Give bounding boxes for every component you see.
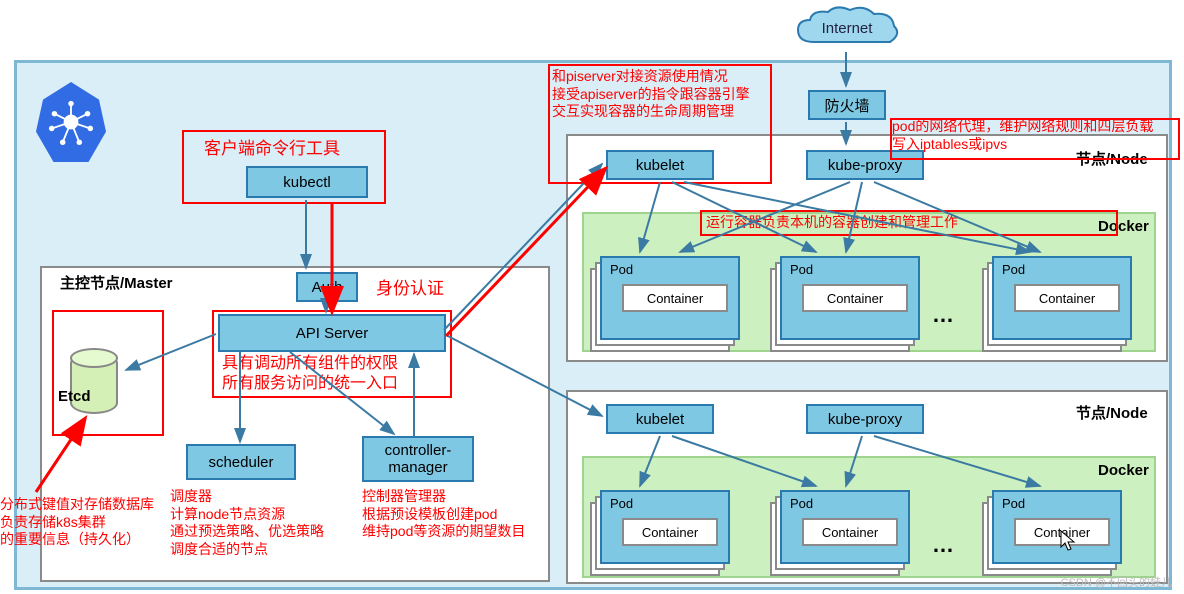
ellipsis-1: …: [932, 302, 954, 328]
container-box: Container: [622, 284, 728, 312]
pod-label: Pod: [610, 496, 633, 511]
internet-label: Internet: [822, 20, 874, 37]
container-box: Container: [802, 284, 908, 312]
node-label-2: 节点/Node: [1076, 402, 1148, 423]
etcd-highlight: [52, 310, 164, 436]
annotation-auth: 身份认证: [376, 278, 444, 299]
annotation-controller: 控制器管理器 根据预设模板创建pod 维持pod等资源的期望数目: [362, 488, 525, 541]
ellipsis-2: …: [932, 532, 954, 558]
auth-label: Auth: [312, 279, 343, 296]
container-label: Container: [642, 525, 698, 540]
auth-box: Auth: [296, 272, 358, 302]
watermark: CSDN @不回头的蛙儿: [1061, 574, 1172, 590]
internet-cloud: Internet: [792, 6, 902, 52]
scheduler-label: scheduler: [208, 454, 273, 471]
controller-manager-label: controller- manager: [385, 442, 452, 476]
annotation-docker: 运行容器负责本机的容器创建和管理工作: [706, 214, 958, 232]
container-label: Container: [822, 525, 878, 540]
container-box: Container: [1014, 284, 1120, 312]
container-box: Container: [802, 518, 898, 546]
pod-label: Pod: [610, 262, 633, 277]
container-label: Container: [647, 291, 703, 306]
annotation-kubeproxy: pod的网络代理，维护网络规则和四层负载 写入iptables或ipvs: [892, 118, 1153, 153]
annotation-apiserver: 具有调动所有组件的权限 所有服务访问的统一入口: [222, 354, 398, 394]
mouse-cursor-icon: [1060, 530, 1078, 557]
scheduler-box: scheduler: [186, 444, 296, 480]
pod-label: Pod: [790, 262, 813, 277]
master-label: 主控节点/Master: [60, 272, 173, 293]
firewall-label: 防火墙: [824, 95, 869, 116]
pod-label: Pod: [790, 496, 813, 511]
controller-manager-box: controller- manager: [362, 436, 474, 482]
pod-label: Pod: [1002, 262, 1025, 277]
pod-label: Pod: [1002, 496, 1025, 511]
container-label: Container: [1039, 291, 1095, 306]
kubelet-box-2: kubelet: [606, 404, 714, 434]
annotation-kubectl: 客户端命令行工具: [204, 138, 340, 159]
annotation-etcd: 分布式键值对存储数据库 负责存储k8s集群 的重要信息（持久化）: [0, 496, 154, 549]
container-label: Container: [827, 291, 883, 306]
annotation-kubelet: 和piserver对接资源使用情况 接受apiserver的指令跟容器引擎 交互…: [552, 68, 750, 121]
docker-label-2: Docker: [1098, 462, 1149, 479]
annotation-scheduler: 调度器 计算node节点资源 通过预选策略、优选策略 调度合适的节点: [170, 488, 324, 558]
kubelet-label: kubelet: [636, 411, 684, 428]
firewall-box: 防火墙: [808, 90, 886, 120]
kubeproxy-box-2: kube-proxy: [806, 404, 924, 434]
container-box: Container: [622, 518, 718, 546]
kubeproxy-label: kube-proxy: [828, 411, 902, 428]
